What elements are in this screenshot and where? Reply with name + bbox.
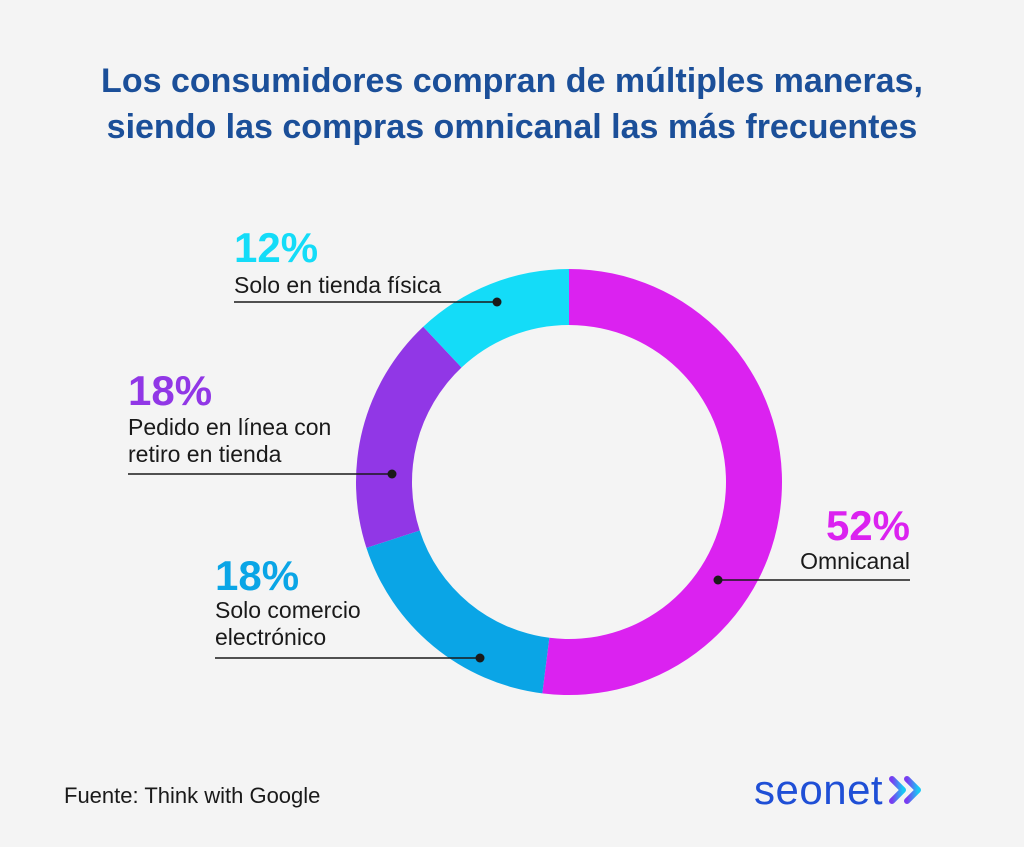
annotation-ecommerce: 18% Solo comercio electrónico — [215, 552, 485, 663]
donut-slice-omni — [542, 269, 782, 695]
slice-percent-omnicanal: 52% — [826, 502, 910, 549]
brand-logo: seonet — [754, 766, 925, 814]
slice-label-omnicanal: Omnicanal — [800, 548, 910, 574]
slice-label-ecommerce-line-2: electrónico — [215, 624, 326, 650]
annotation-pickup: 18% Pedido en línea con retiro en tienda — [128, 367, 397, 479]
slice-percent-pickup: 18% — [128, 367, 212, 414]
chart-title: Los consumidores compran de múltiples ma… — [0, 58, 1024, 150]
slice-percent-store: 12% — [234, 224, 318, 271]
leader-dot-pickup — [387, 469, 397, 479]
double-chevron-icon — [889, 776, 922, 804]
annotation-omnicanal: 52% Omnicanal — [713, 502, 910, 585]
leader-dot-omnicanal — [713, 575, 723, 585]
slice-label-pickup-line-2: retiro en tienda — [128, 441, 282, 467]
annotation-store: 12% Solo en tienda física — [234, 224, 502, 307]
donut-slice-pickup — [355, 326, 462, 548]
slice-percent-ecommerce: 18% — [215, 552, 299, 599]
chart-title-line-1: Los consumidores compran de múltiples ma… — [101, 62, 923, 100]
leader-dot-ecommerce — [475, 653, 485, 663]
slice-label-pickup-line-1: Pedido en línea con — [128, 414, 331, 440]
slice-label-store: Solo en tienda física — [234, 272, 441, 298]
slice-label-ecommerce-line-1: Solo comercio — [215, 597, 361, 623]
chart-title-line-2: siendo las compras omnicanal las más fre… — [106, 108, 918, 146]
donut-slice-ecom — [366, 530, 550, 694]
donut-slices — [355, 269, 782, 695]
leader-dot-store — [492, 297, 502, 307]
source-note: Fuente: Think with Google — [64, 783, 321, 808]
brand-name: seonet — [754, 766, 884, 813]
donut-slice-store — [423, 269, 569, 368]
